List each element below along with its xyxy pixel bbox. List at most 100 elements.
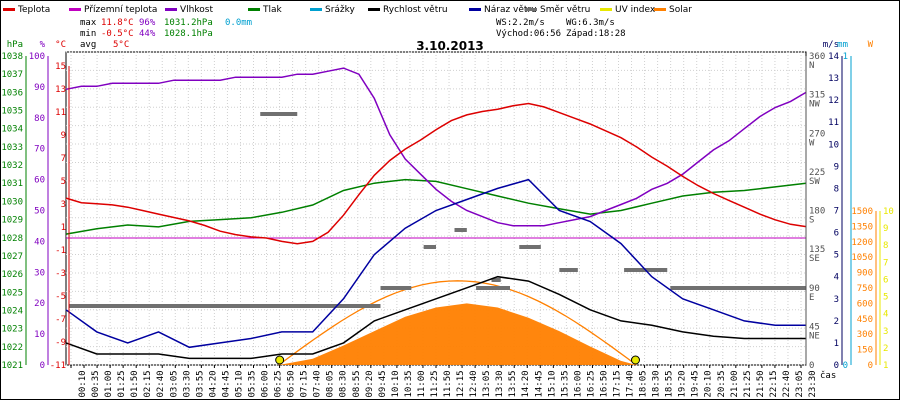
- axis-mm-label: mm: [837, 40, 848, 50]
- axis-pct-tick: 80: [34, 114, 45, 124]
- axes: 1038103710361035103410331032103110301029…: [1, 40, 894, 371]
- axis-deg-tick: 180: [809, 207, 825, 217]
- x-tick-label: 11:25: [430, 370, 440, 397]
- axis-ms-tick: 3: [834, 295, 839, 305]
- x-tick-label: 03:55: [195, 370, 205, 397]
- legend-swatch: [248, 8, 260, 11]
- legend-label: UV index: [615, 5, 656, 15]
- legend-swatch: [165, 8, 177, 11]
- axis-uv-tick: 8: [883, 241, 888, 251]
- series-vlhkost: [65, 67, 807, 227]
- stat-max-label: max: [80, 18, 97, 28]
- axis-hpa-tick: 1035: [1, 107, 23, 117]
- x-tick-label: 21:00: [730, 370, 740, 397]
- axis-w-tick: 150: [857, 346, 873, 356]
- x-tick-label: 19:45: [691, 370, 701, 397]
- legend-label: Směr větru: [540, 5, 590, 15]
- axis-hpa-tick: 1023: [1, 325, 23, 335]
- axis-hpa-tick: 1038: [1, 52, 23, 62]
- x-tick-label: 08:05: [326, 370, 336, 397]
- axis-uv-tick: 10: [883, 207, 894, 217]
- axis-temp-label: °C: [55, 40, 66, 50]
- legend: Teplota Přízemní teplota Vlhkost Tlak Srážky…: [3, 5, 692, 15]
- axis-pct-tick: 20: [34, 299, 45, 309]
- axis-deg-tick-dir: SE: [809, 254, 820, 264]
- axis-pct-tick: 50: [34, 207, 45, 217]
- axis-hpa-tick: 1026: [1, 270, 23, 280]
- axis-temp-tick: 1: [61, 223, 66, 233]
- axis-hpa-tick: 1029: [1, 216, 23, 226]
- axis-temp-tick: 11: [55, 108, 66, 118]
- axis-mm-tick: 1: [843, 52, 848, 62]
- axis-temp-tick: -1: [55, 246, 66, 256]
- x-tick-label: 20:35: [717, 370, 727, 397]
- x-tick-label: 07:40: [313, 370, 323, 397]
- axis-uv-tick: 9: [883, 224, 888, 234]
- x-tick-label: 16:50: [599, 370, 609, 397]
- axis-ms-tick: 0: [834, 361, 839, 371]
- axis-uv-tick: 4: [883, 310, 888, 320]
- stat-max-press: 1031.2hPa: [164, 18, 213, 28]
- legend-swatch: [310, 8, 322, 11]
- x-tick-label: 07:15: [300, 370, 310, 397]
- axis-pct-tick: 30: [34, 268, 45, 278]
- axis-deg-tick-dir: NE: [809, 331, 820, 341]
- axis-ms-tick: 8: [834, 184, 839, 194]
- axis-hpa-tick: 1031: [1, 179, 23, 189]
- x-tick-label: 05:10: [234, 370, 244, 397]
- axis-temp-tick: 15: [55, 62, 66, 72]
- axis-w-tick: 1200: [851, 238, 873, 248]
- axis-mm-tick: 0: [843, 361, 848, 371]
- axis-pct-tick: 10: [34, 330, 45, 340]
- axis-uv-tick: 1: [883, 361, 888, 371]
- stat-max-hum: 96%: [139, 18, 156, 28]
- legend-label: Teplota: [17, 5, 50, 15]
- legend-label: Tlak: [262, 5, 283, 15]
- legend-swatch: [3, 8, 15, 11]
- series-naraz-vetru: [65, 178, 806, 349]
- x-tick-label: 21:50: [756, 370, 766, 397]
- x-axis-unit: čas: [820, 370, 836, 381]
- axis-hpa-tick: 1032: [1, 161, 23, 171]
- stat-min-press: 1028.1hPa: [164, 29, 213, 39]
- axis-hpa-tick: 1036: [1, 88, 23, 98]
- axis-hpa-tick: 1024: [1, 306, 23, 316]
- x-tick-label: 15:35: [560, 370, 570, 397]
- axis-ms-tick: 9: [834, 162, 839, 172]
- x-tick-label: 00:35: [91, 370, 101, 397]
- axis-w-tick: 1500: [851, 207, 873, 217]
- axis-ms-tick: 7: [834, 207, 839, 217]
- axis-ms-tick: 13: [828, 74, 839, 84]
- axis-pct-tick: 100: [29, 52, 45, 62]
- axis-hpa-tick: 1027: [1, 252, 23, 262]
- x-tick-label: 21:25: [743, 370, 753, 397]
- axis-temp-tick: -5: [55, 292, 66, 302]
- axis-ms-tick: 6: [834, 229, 839, 239]
- x-tick-label: 09:20: [365, 370, 375, 397]
- legend-label: Rychlost větru: [383, 5, 448, 15]
- axis-ms-tick: 4: [834, 273, 839, 283]
- x-tick-label: 17:15: [612, 370, 622, 397]
- axis-ms-tick: 5: [834, 251, 839, 261]
- x-tick-label: 13:30: [495, 370, 505, 397]
- x-tick-label: 03:30: [182, 370, 192, 397]
- x-tick-label: 15:10: [547, 370, 557, 397]
- axis-w-tick: 600: [857, 299, 873, 309]
- axis-w-tick: 1050: [851, 253, 873, 263]
- axis-deg-tick: 360: [809, 52, 825, 62]
- sunrise: Východ:06:56: [496, 29, 561, 39]
- axis-w-tick: 1350: [851, 222, 873, 232]
- x-tick-label: 18:55: [665, 370, 675, 397]
- series-layer: [65, 67, 807, 360]
- legend-label: Přízemní teplota: [84, 5, 157, 15]
- x-tick-label: 08:55: [352, 370, 362, 397]
- legend-swatch: [69, 8, 81, 11]
- axis-ms-tick: 12: [828, 96, 839, 106]
- axis-ms-tick: 14: [828, 52, 839, 62]
- axis-deg-tick: 225: [809, 168, 825, 178]
- x-tick-label: 23:05: [795, 370, 805, 397]
- axis-deg-tick: 0: [809, 361, 814, 371]
- uv-marker-sunrise: [275, 355, 285, 365]
